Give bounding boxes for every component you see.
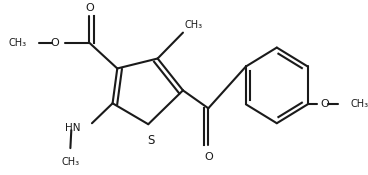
Text: O: O [204,152,213,162]
Text: CH₃: CH₃ [8,38,26,48]
Text: O: O [86,3,95,13]
Text: CH₃: CH₃ [351,99,368,109]
Text: S: S [147,134,155,147]
Text: CH₃: CH₃ [185,20,203,30]
Text: O: O [50,38,59,48]
Text: O: O [321,99,330,109]
Text: HN: HN [65,123,81,133]
Text: CH₃: CH₃ [61,157,79,167]
